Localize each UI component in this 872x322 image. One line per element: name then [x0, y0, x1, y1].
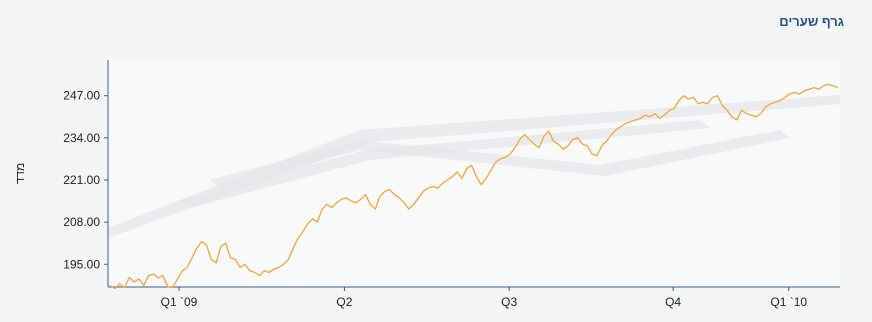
y-tick-label: 208.00: [63, 215, 100, 229]
series-line-0: [109, 83, 839, 290]
watermark-band-1: [180, 120, 710, 208]
x-tick-label: Q2: [336, 295, 352, 309]
y-tick-label: 195.00: [63, 257, 100, 271]
x-tick-label: Q4: [665, 295, 681, 309]
y-tick-label: 247.00: [63, 89, 100, 103]
x-tick-label: Q3: [501, 295, 517, 309]
y-tick-label: 221.00: [63, 173, 100, 187]
y-tick-label: 234.00: [63, 131, 100, 145]
watermark-band-0: [108, 95, 840, 238]
panel-title: גרף שערים: [779, 14, 844, 29]
x-tick-label: Q1 `09: [161, 295, 198, 309]
plot-area: [108, 60, 840, 287]
x-tick-label: Q1 `10: [770, 295, 807, 309]
y-axis-title: מדד: [13, 163, 27, 185]
